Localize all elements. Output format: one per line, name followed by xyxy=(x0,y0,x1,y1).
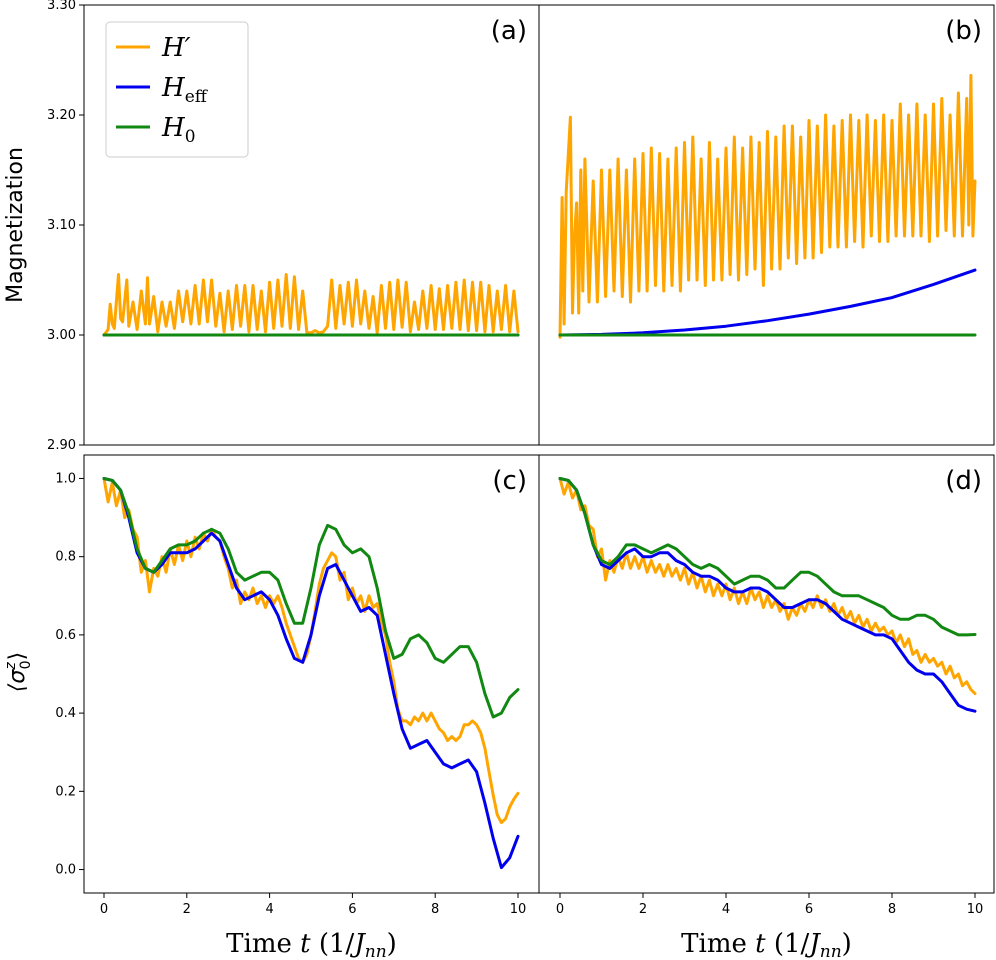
panel-b-frame xyxy=(538,4,995,446)
text-layer: (a) 2.90 3.00 3.10 3.20 3.30 (b) (c) 0.0 0.2 0.4 0.… xyxy=(3,0,983,960)
panel-a-ytick-label: 3.30 xyxy=(47,0,76,13)
panel-c-frame xyxy=(83,454,540,894)
legend-label-h-prime: H′ xyxy=(161,33,191,63)
panel-d-series-h-0 xyxy=(558,477,977,637)
panel-c-ytick-label: 1.0 xyxy=(55,471,76,486)
legend-label-h-eff: Heff xyxy=(161,73,209,107)
panel-d-xtick-label: 10 xyxy=(967,902,984,917)
panel-d-label: (d) xyxy=(945,466,982,496)
legend-label-h-0: H0 xyxy=(161,113,196,147)
panel-c-ytick-label: 0.0 xyxy=(55,863,76,878)
axes-frames xyxy=(79,4,995,898)
panel-c-series-h-0 xyxy=(102,477,520,719)
panel-b-series-h-prime xyxy=(558,73,977,339)
panel-c-xtick-label: 6 xyxy=(348,902,356,917)
panel-c-xtick-label: 8 xyxy=(431,902,439,917)
panel-a-ytick-label: 2.90 xyxy=(47,438,76,453)
panel-c-ytick-label: 0.8 xyxy=(55,550,76,565)
panel-c-ytick-label: 0.4 xyxy=(55,706,76,721)
panel-c-xlabel: Time t (1/Jnn) xyxy=(226,929,397,960)
panel-c-label: (c) xyxy=(492,466,527,496)
panel-d-frame xyxy=(538,454,995,894)
panel-d-xlabel: Time t (1/Jnn) xyxy=(681,929,852,960)
legend: H′ Heff H0 xyxy=(105,21,249,158)
panel-d-series-h-prime xyxy=(558,477,977,696)
panel-c-xtick-label: 4 xyxy=(265,902,273,917)
panel-a-ytick-label: 3.20 xyxy=(47,108,76,123)
panel-a-series-h-prime xyxy=(102,273,520,337)
panel-c-ytick-label: 0.2 xyxy=(55,784,76,799)
panel-d-xtick-label: 6 xyxy=(805,902,813,917)
panel-d-series-h-eff xyxy=(558,477,977,713)
panel-c-xtick-label: 0 xyxy=(100,902,108,917)
panel-d-xtick-label: 4 xyxy=(722,902,730,917)
panel-b-series-h-eff xyxy=(558,268,977,337)
panel-c-series-h-eff xyxy=(102,477,520,870)
panel-d-xtick-label: 8 xyxy=(888,902,896,917)
panel-d-xtick-label: 0 xyxy=(556,902,564,917)
series-layer xyxy=(102,73,977,870)
panel-a-label: (a) xyxy=(491,16,527,46)
panel-c-xtick-label: 2 xyxy=(183,902,191,917)
bottom-ylabel: ⟨σz0⟩ xyxy=(3,652,34,692)
panel-c-ytick-label: 0.6 xyxy=(55,628,76,643)
legend-box xyxy=(105,21,249,158)
panel-d-xtick-label: 2 xyxy=(639,902,647,917)
panel-b-label: (b) xyxy=(945,16,982,46)
panel-a-ytick-label: 3.10 xyxy=(47,218,76,233)
panel-c-xtick-label: 10 xyxy=(510,902,527,917)
panel-a-ytick-label: 3.00 xyxy=(47,328,76,343)
top-ylabel: Magnetization xyxy=(3,147,28,303)
